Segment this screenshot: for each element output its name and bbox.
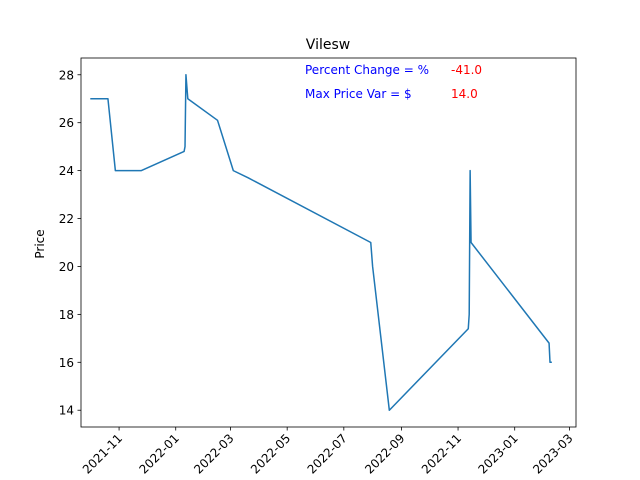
y-tick-label: 14 [59, 404, 74, 418]
y-axis-label: Price [33, 229, 47, 258]
max-price-var-label: Max Price Var = $ [305, 87, 412, 101]
series-line-0 [90, 74, 552, 411]
y-tick-label: 16 [59, 356, 74, 370]
x-tick-label: 2022-11 [419, 431, 464, 476]
x-tick-label: 2022-07 [305, 431, 350, 476]
x-tick-label: 2022-09 [362, 431, 407, 476]
x-tick-label: 2022-03 [191, 431, 236, 476]
y-tick-label: 20 [59, 260, 74, 274]
y-tick-label: 26 [59, 116, 74, 130]
x-tick-label: 2023-01 [475, 431, 520, 476]
y-tick-label: 24 [59, 164, 74, 178]
x-tick-label: 2021-11 [80, 431, 125, 476]
axes-frame [80, 57, 577, 428]
x-tick-label: 2022-01 [136, 431, 181, 476]
y-tick-label: 22 [59, 212, 74, 226]
chart-title: Vilesw [306, 37, 350, 53]
max-price-var-value: 14.0 [451, 87, 478, 101]
y-tick-label: 18 [59, 308, 74, 322]
y-tick-label: 28 [59, 68, 74, 82]
plot-area: 14 16 18 20 22 24 26 28 2021-11 2022-01 2022-03 202… [59, 57, 577, 477]
x-tick-label: 2022-05 [248, 431, 293, 476]
x-tick-label: 2023-03 [530, 431, 575, 476]
percent-change-value: -41.0 [451, 63, 482, 77]
percent-change-label: Percent Change = % [305, 63, 429, 77]
